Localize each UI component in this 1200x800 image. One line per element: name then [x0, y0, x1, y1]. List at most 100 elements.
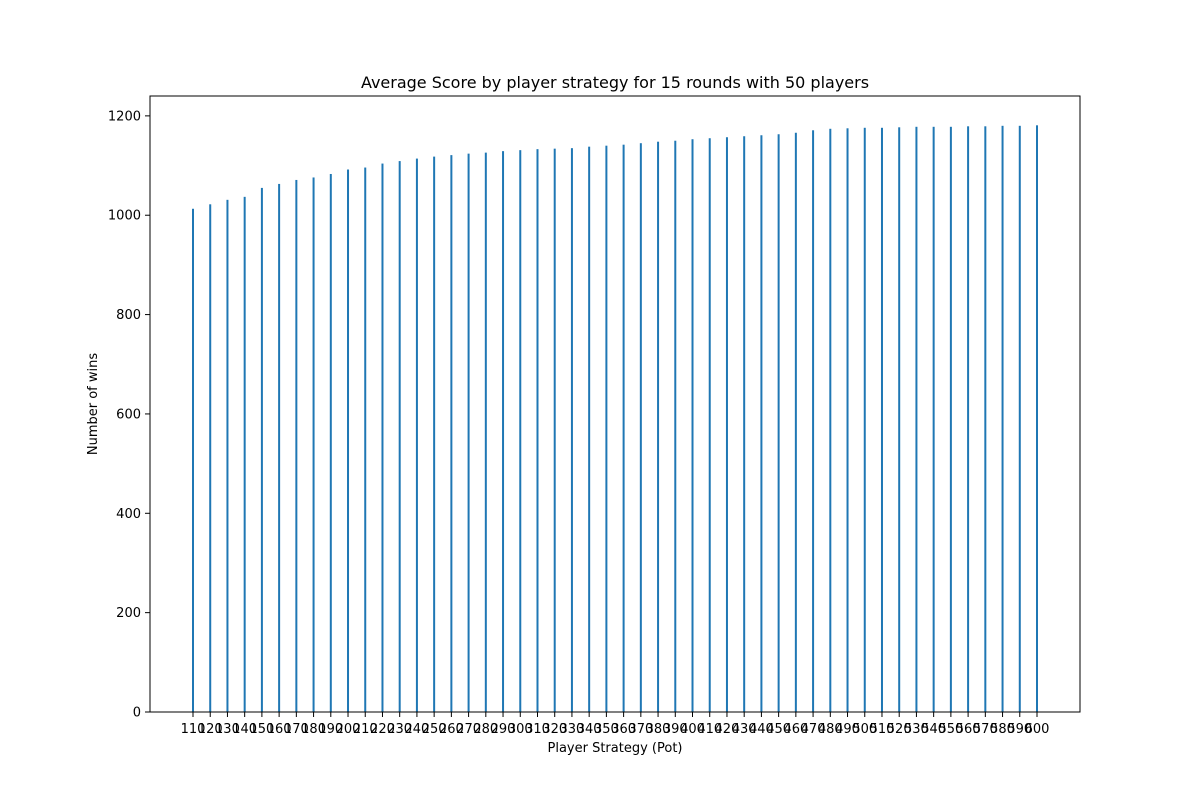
x-tick-label: 580 — [990, 722, 1015, 737]
x-tick-label: 260 — [439, 722, 464, 737]
x-tick-label: 590 — [1007, 722, 1032, 737]
bar-600 — [1036, 125, 1038, 712]
bar-440 — [760, 135, 763, 712]
x-tick-label: 170 — [284, 722, 309, 737]
x-tick-label: 240 — [405, 722, 430, 737]
x-tick-label: 310 — [525, 722, 550, 737]
bar-360 — [622, 144, 625, 712]
bar-280 — [484, 152, 487, 712]
x-tick-label: 120 — [198, 722, 223, 737]
x-tick-label: 440 — [749, 722, 774, 737]
x-tick-label: 560 — [956, 722, 981, 737]
x-tick-label: 460 — [783, 722, 808, 737]
bar-430 — [743, 136, 746, 713]
bar-480 — [829, 128, 832, 713]
bar-580 — [1001, 125, 1004, 712]
bar-240 — [415, 158, 418, 713]
bar-310 — [536, 149, 539, 712]
bar-460 — [794, 132, 797, 712]
bar-520 — [898, 127, 901, 713]
bar-350 — [605, 145, 608, 712]
x-tick-label: 410 — [697, 722, 722, 737]
x-tick-label: 140 — [232, 722, 257, 737]
bar-130 — [226, 199, 229, 712]
x-tick-label: 520 — [887, 722, 912, 737]
x-tick-label: 470 — [801, 722, 826, 737]
x-tick-label: 370 — [628, 722, 653, 737]
x-tick-label: 390 — [663, 722, 688, 737]
bar-470 — [812, 130, 815, 712]
y-axis-label: Number of wins — [86, 353, 101, 456]
x-tick-label: 180 — [301, 722, 326, 737]
bar-110 — [192, 208, 194, 712]
x-tick-label: 530 — [904, 722, 929, 737]
x-tick-label: 220 — [370, 722, 395, 737]
bar-400 — [691, 139, 694, 713]
bar-590 — [1018, 125, 1021, 712]
bar-540 — [932, 126, 935, 713]
bar-330 — [570, 148, 573, 712]
x-tick-label: 500 — [852, 722, 877, 737]
bar-260 — [450, 155, 453, 712]
x-tick-label: 380 — [646, 722, 671, 737]
x-tick-label: 420 — [715, 722, 740, 737]
bar-370 — [639, 143, 642, 712]
x-tick-label: 510 — [870, 722, 895, 737]
x-tick-label: 130 — [215, 722, 240, 737]
bar-140 — [243, 196, 246, 713]
x-tick-label: 320 — [542, 722, 567, 737]
x-tick-label: 480 — [818, 722, 843, 737]
y-tick-label: 600 — [116, 407, 141, 422]
bar-570 — [984, 126, 987, 713]
y-tick-label: 800 — [116, 308, 141, 323]
x-tick-label: 160 — [267, 722, 292, 737]
x-axis-label: Player Strategy (Pot) — [548, 741, 683, 756]
bar-530 — [915, 126, 918, 713]
x-tick-label: 330 — [560, 722, 585, 737]
bar-190 — [329, 173, 332, 713]
x-tick-label: 110 — [181, 722, 206, 737]
x-tick-label: 200 — [336, 722, 361, 737]
x-tick-label: 150 — [249, 722, 274, 737]
chart-title: Average Score by player strategy for 15 … — [361, 73, 869, 92]
y-tick-label: 1000 — [108, 209, 141, 224]
bar-410 — [708, 138, 711, 713]
bar-450 — [777, 134, 780, 712]
bar-270 — [467, 153, 470, 712]
bar-200 — [347, 169, 350, 712]
x-tick-label: 300 — [508, 722, 533, 737]
y-tick-label: 200 — [116, 606, 141, 621]
bar-340 — [588, 146, 591, 713]
bar-420 — [725, 137, 728, 713]
bar-560 — [967, 126, 970, 713]
bar-120 — [209, 204, 212, 713]
bar-550 — [949, 126, 952, 713]
bar-500 — [863, 127, 866, 713]
y-tick-label: 400 — [116, 507, 141, 522]
bar-180 — [312, 177, 315, 713]
x-tick-label: 210 — [353, 722, 378, 737]
x-tick-label: 280 — [473, 722, 498, 737]
x-tick-label: 430 — [732, 722, 757, 737]
bar-250 — [433, 156, 436, 713]
bar-380 — [657, 141, 660, 712]
bar-290 — [502, 151, 505, 712]
x-tick-label: 230 — [387, 722, 412, 737]
bar-300 — [519, 150, 522, 712]
x-tick-label: 350 — [594, 722, 619, 737]
bar-160 — [278, 183, 281, 712]
x-tick-label: 190 — [318, 722, 343, 737]
bar-230 — [398, 161, 401, 712]
x-tick-label: 550 — [938, 722, 963, 737]
x-tick-label: 270 — [456, 722, 481, 737]
bar-210 — [364, 167, 367, 713]
axes-layer: 0200400600800100012001101201301401501601… — [108, 95, 1081, 737]
bar-490 — [846, 128, 849, 713]
bars-layer — [192, 125, 1038, 713]
x-tick-label: 570 — [973, 722, 998, 737]
bar-220 — [381, 163, 384, 712]
y-tick-label: 0 — [133, 706, 141, 721]
